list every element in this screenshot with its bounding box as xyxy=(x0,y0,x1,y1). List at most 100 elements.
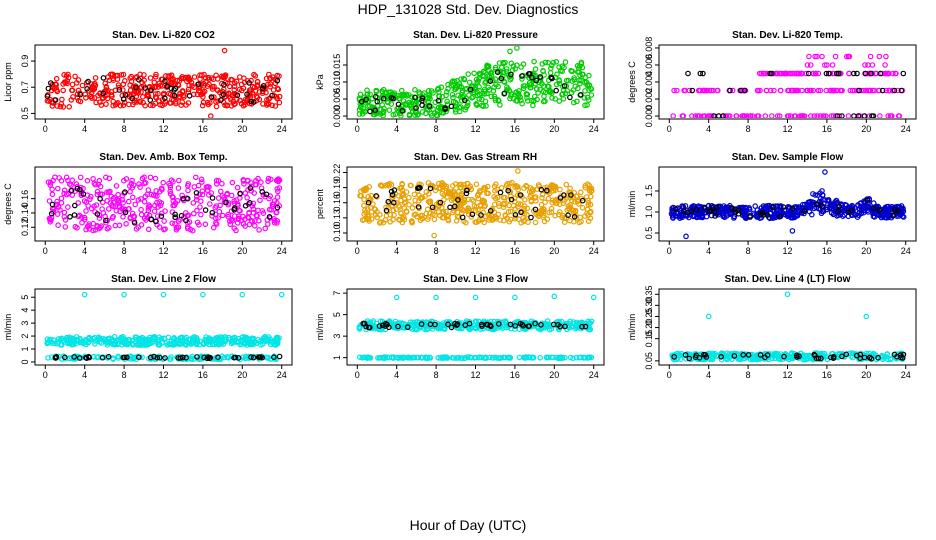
data-point-dense xyxy=(141,198,148,205)
data-point-dense xyxy=(520,85,527,92)
data-point-hourly xyxy=(237,190,244,197)
y-tick-label: 0.9 xyxy=(20,55,30,68)
data-point-level2 xyxy=(758,70,765,77)
data-point-level0 xyxy=(670,113,676,118)
data-point-hourly xyxy=(853,352,860,359)
data-point-level1 xyxy=(785,87,791,94)
data-point-dense xyxy=(119,193,126,199)
data-point-dense xyxy=(833,197,840,204)
data-point-hourly xyxy=(533,77,540,84)
data-point-dense xyxy=(211,94,217,100)
data-point-dense xyxy=(130,194,136,201)
data-point-hourly xyxy=(732,209,739,215)
data-point-dense xyxy=(59,96,65,103)
data-point-hourly xyxy=(501,90,508,97)
data-point-dense xyxy=(546,190,553,197)
data-point-band-high xyxy=(247,341,253,348)
data-point-hourly xyxy=(777,213,784,220)
data-point-dense xyxy=(495,211,502,218)
data-point-dense xyxy=(228,216,235,223)
y-tick-label: 0.10 xyxy=(332,224,342,242)
data-point-level0 xyxy=(836,113,843,118)
data-point-hourly xyxy=(714,204,720,211)
data-point-dense xyxy=(737,356,744,363)
data-point-hourly xyxy=(815,355,822,362)
data-point-dense xyxy=(360,108,366,115)
data-point-hourly xyxy=(74,185,81,192)
data-point-hourly xyxy=(805,70,812,77)
data-point-hourly xyxy=(517,192,524,198)
data-point-dense xyxy=(199,191,206,198)
data-point-dense xyxy=(100,199,106,206)
data-point-dense xyxy=(125,206,132,212)
data-point-dense xyxy=(152,192,159,199)
data-point-dense xyxy=(484,183,491,190)
data-point-dense xyxy=(535,212,541,218)
data-point-level1 xyxy=(827,87,834,94)
data-point-level3 xyxy=(806,53,812,60)
data-point-band-low xyxy=(561,354,568,361)
points-group xyxy=(670,53,907,118)
data-point-level3 xyxy=(829,62,836,68)
data-point-dense xyxy=(267,81,274,87)
data-point-hourly xyxy=(898,87,905,94)
data-point-dense xyxy=(54,198,60,205)
data-point-dense xyxy=(92,181,99,188)
data-point-hourly xyxy=(466,320,473,327)
data-point-dense xyxy=(399,192,405,199)
data-point-dense xyxy=(49,191,56,198)
data-point-level1 xyxy=(729,87,736,94)
data-point-hourly xyxy=(395,101,402,108)
data-point-dense xyxy=(127,215,134,222)
data-point-dense xyxy=(400,214,407,220)
x-tick-label: 24 xyxy=(589,124,599,134)
data-point-dense xyxy=(669,212,676,219)
data-point-hourly xyxy=(83,354,89,361)
data-point-hourly xyxy=(372,107,379,114)
data-point-band-high xyxy=(71,340,77,347)
data-point-dense xyxy=(741,212,748,219)
data-point-dense xyxy=(251,71,257,78)
x-tick-label: 8 xyxy=(746,370,751,380)
panel-title: Stan. Dev. Li-820 Temp. xyxy=(732,30,843,41)
data-point-hourly xyxy=(142,85,149,91)
data-point-band-high xyxy=(105,338,112,345)
outlier-point xyxy=(433,294,439,301)
data-point-dense xyxy=(231,87,238,93)
data-point-dense xyxy=(225,211,232,218)
data-point-dense xyxy=(194,207,200,214)
data-point-level1 xyxy=(866,87,873,94)
data-point-hourly xyxy=(105,353,112,360)
data-point-dense xyxy=(106,175,113,182)
outlier-point xyxy=(551,293,558,300)
data-point-dense xyxy=(527,194,533,200)
data-point-dense xyxy=(540,98,547,105)
data-point-dense xyxy=(532,66,539,72)
data-point-dense xyxy=(579,205,586,211)
data-point-hourly xyxy=(435,97,442,104)
points-group xyxy=(356,46,595,118)
data-point-dense xyxy=(475,195,482,202)
data-point-hourly xyxy=(171,87,177,93)
x-tick-label: 20 xyxy=(237,124,247,134)
data-point-dense xyxy=(547,89,553,95)
data-point-dense xyxy=(244,194,250,201)
data-point-dense xyxy=(524,183,530,190)
data-point-band-high xyxy=(120,333,126,340)
data-point-hourly xyxy=(770,204,776,211)
data-point-dense xyxy=(559,91,565,98)
data-point-level3 xyxy=(845,53,852,60)
data-point-dense xyxy=(178,75,185,82)
data-point-dense xyxy=(887,355,894,362)
data-point-dense xyxy=(441,214,447,221)
panel-title: Stan. Dev. Li-820 Pressure xyxy=(413,30,538,41)
data-point-hourly xyxy=(247,200,253,206)
data-point-dense xyxy=(110,102,116,109)
data-point-hourly xyxy=(395,323,401,330)
data-point-dense xyxy=(545,59,551,66)
panel-4: Stan. Dev. Amb. Box Temp.degrees C0 4 8 12 1… xyxy=(3,152,293,256)
data-point-dense xyxy=(743,205,750,212)
data-point-dense xyxy=(156,224,163,230)
data-point-level1 xyxy=(792,87,798,94)
data-point-level0 xyxy=(740,113,746,118)
